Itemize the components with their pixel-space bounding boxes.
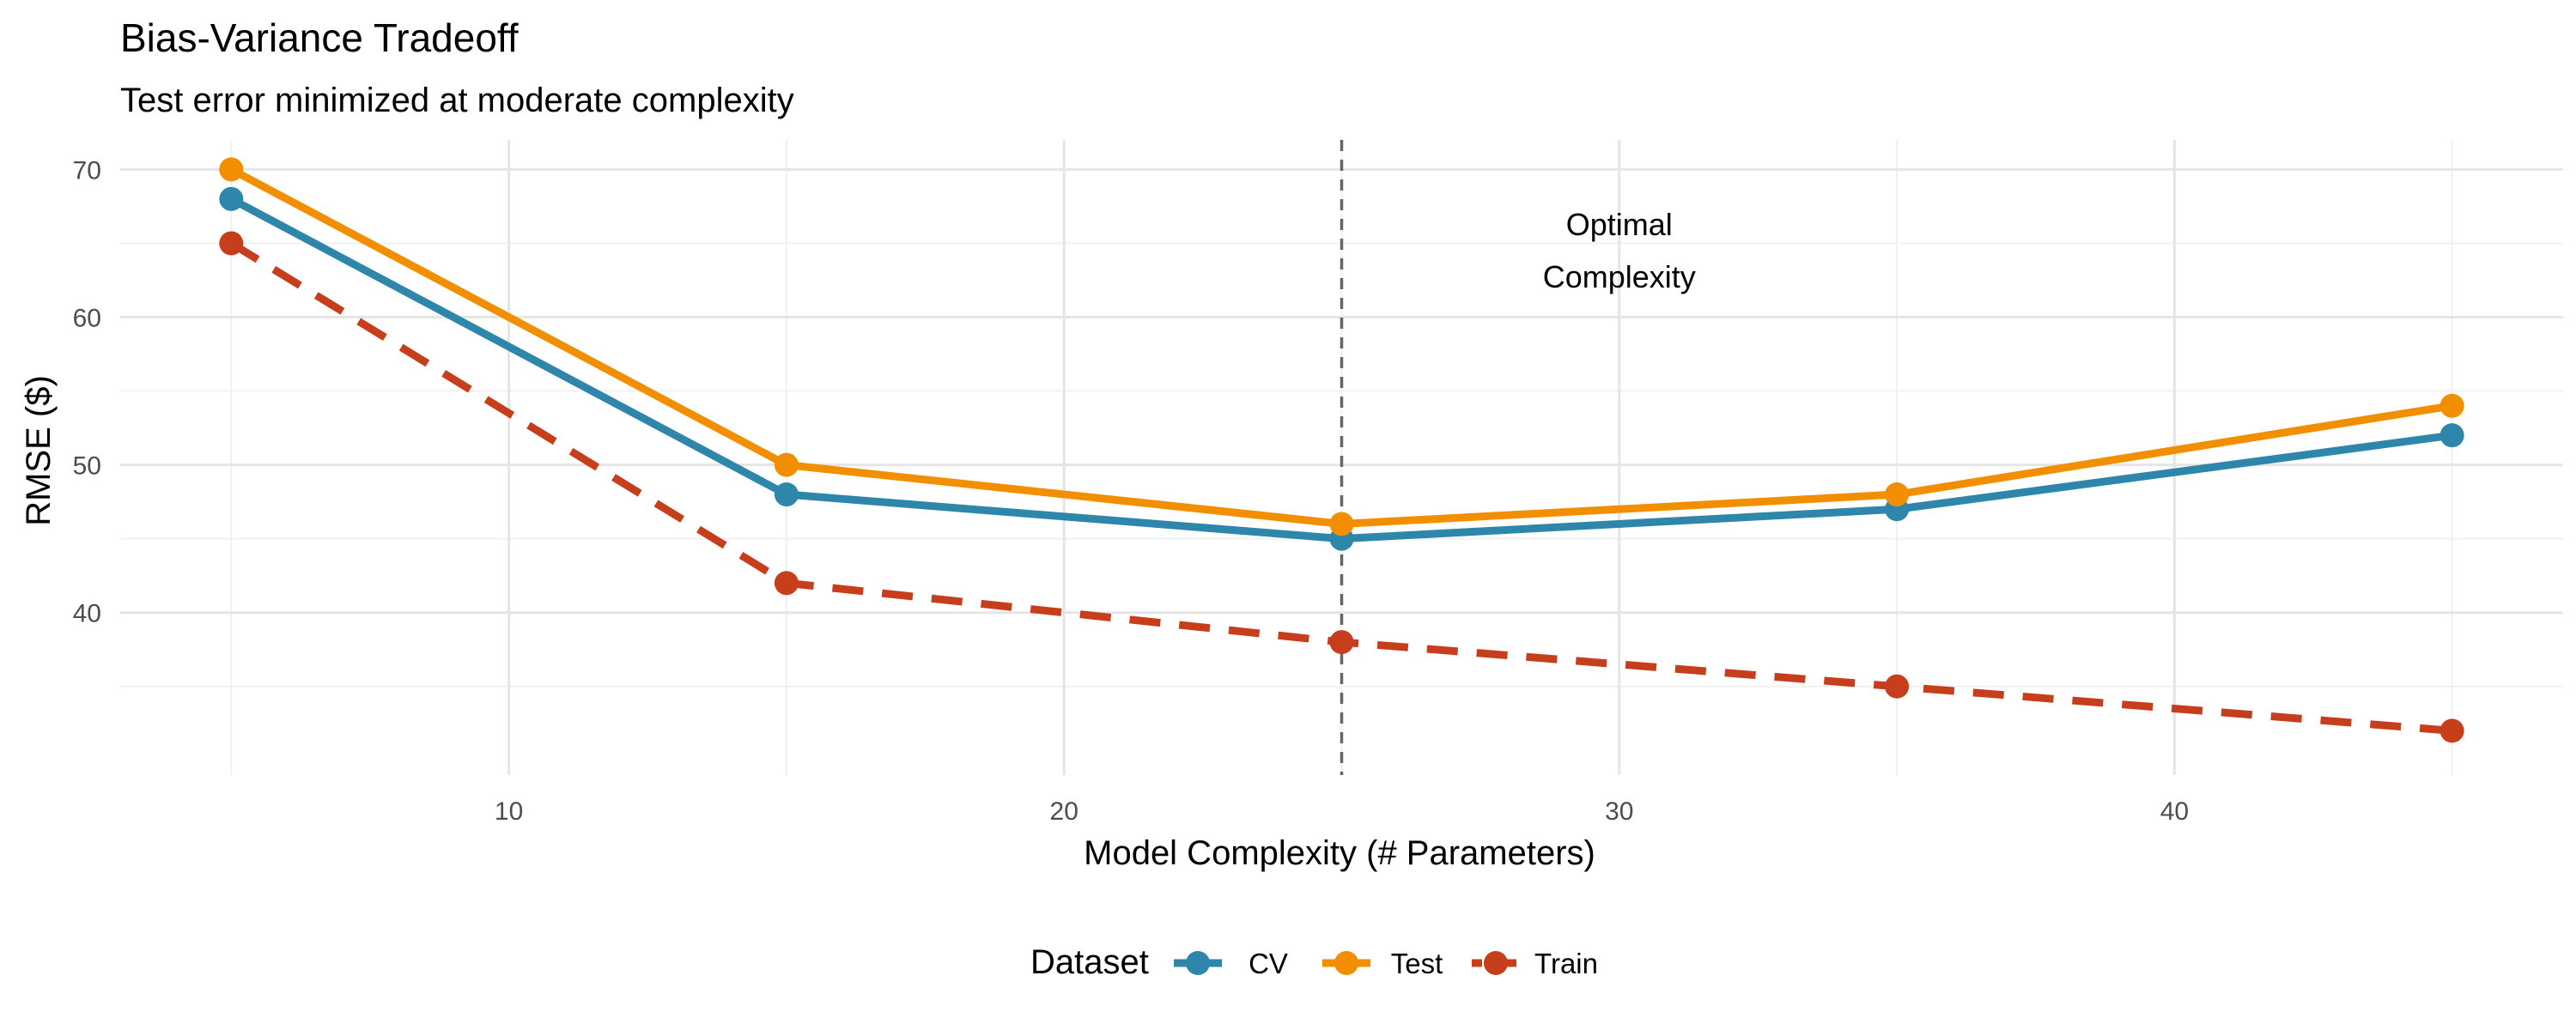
point-train bbox=[1329, 630, 1354, 655]
point-test bbox=[1885, 482, 1910, 507]
legend-label: Test bbox=[1391, 948, 1443, 979]
point-train bbox=[1885, 674, 1910, 699]
legend: Dataset CV Test Train bbox=[1030, 943, 1598, 981]
chart-subtitle: Test error minimized at moderate complex… bbox=[120, 82, 794, 119]
series-points bbox=[219, 157, 2464, 743]
legend-key-point bbox=[1334, 951, 1358, 975]
legend-item-cv: CV bbox=[1174, 948, 1288, 979]
legend-item-train: Train bbox=[1472, 948, 1598, 979]
legend-label: Train bbox=[1534, 948, 1598, 979]
x-tick-label: 10 bbox=[495, 797, 523, 826]
annotation-line-1: Optimal bbox=[1566, 207, 1673, 242]
chart-title: Bias-Variance Tradeoff bbox=[120, 15, 519, 60]
x-tick-label: 40 bbox=[2160, 797, 2189, 826]
y-tick-label: 60 bbox=[73, 305, 101, 333]
x-tick-label: 30 bbox=[1605, 797, 1633, 826]
point-cv bbox=[774, 482, 799, 507]
y-tick-label: 50 bbox=[73, 452, 101, 481]
legend-title: Dataset bbox=[1030, 943, 1149, 981]
point-cv bbox=[2439, 423, 2464, 448]
y-axis-title: RMSE ($) bbox=[20, 375, 58, 526]
legend-key-point bbox=[1186, 951, 1210, 975]
x-tick-label: 20 bbox=[1050, 797, 1078, 826]
legend-label: CV bbox=[1249, 948, 1288, 979]
point-train bbox=[219, 231, 244, 256]
x-axis-tick-labels: 10 20 30 40 bbox=[495, 797, 2189, 826]
point-train bbox=[2439, 718, 2464, 743]
point-cv bbox=[219, 186, 244, 211]
y-tick-label: 40 bbox=[73, 600, 101, 628]
annotation-line-2: Complexity bbox=[1543, 259, 1696, 294]
legend-key-point bbox=[1484, 951, 1508, 975]
point-train bbox=[774, 571, 799, 596]
legend-items: CV Test Train bbox=[1174, 948, 1598, 979]
x-axis-title: Model Complexity (# Parameters) bbox=[1084, 834, 1595, 872]
optimal-complexity-annotation: Optimal Complexity bbox=[1543, 207, 1696, 294]
legend-item-test: Test bbox=[1322, 948, 1443, 979]
point-test bbox=[219, 157, 244, 182]
point-test bbox=[2439, 393, 2464, 418]
y-axis-tick-labels: 40 50 60 70 bbox=[73, 156, 101, 627]
point-test bbox=[1329, 512, 1354, 536]
point-test bbox=[774, 452, 799, 477]
y-tick-label: 70 bbox=[73, 156, 101, 185]
